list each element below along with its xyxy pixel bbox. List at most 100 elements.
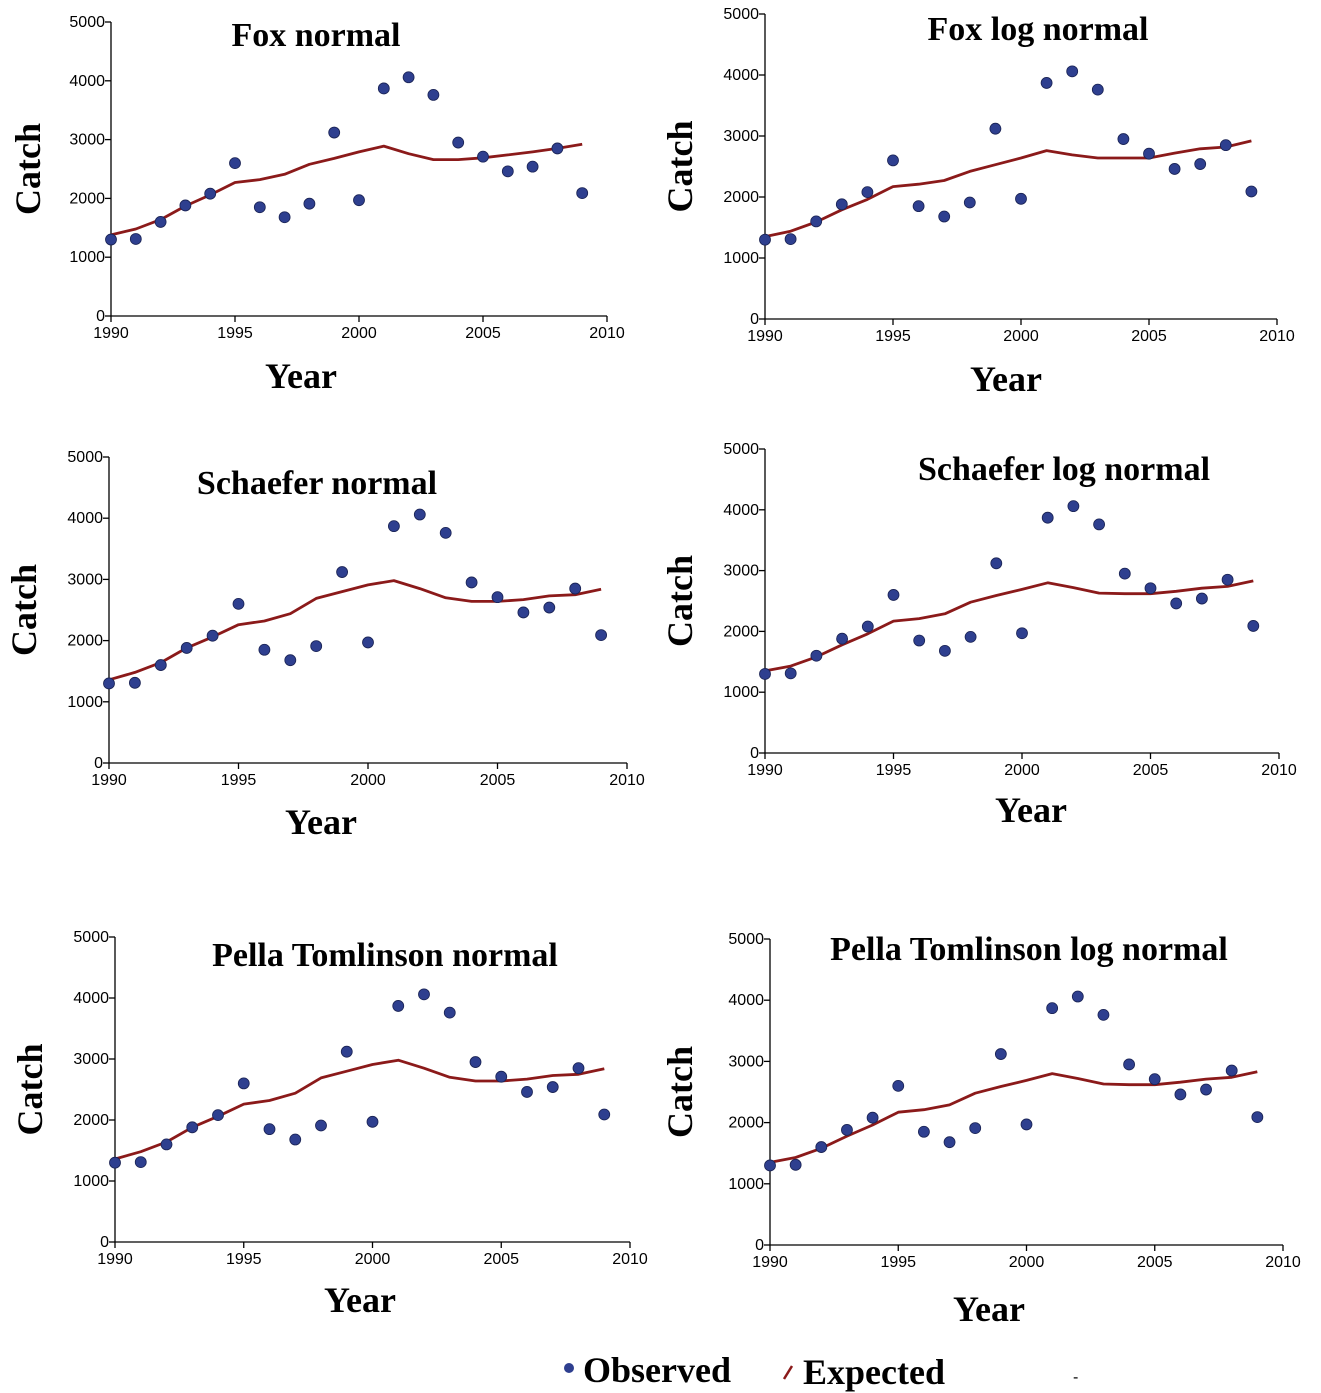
observed-point xyxy=(994,1048,1007,1060)
x-tick-label: 1995 xyxy=(221,772,257,789)
observed-point xyxy=(764,1159,776,1172)
observed-point xyxy=(1091,83,1104,96)
observed-point xyxy=(1245,185,1258,198)
observed-point xyxy=(129,233,142,245)
x-tick-label: 2005 xyxy=(1133,762,1169,779)
observed-point xyxy=(366,1115,379,1128)
observed-point xyxy=(1118,567,1131,580)
x-tick-label: 2005 xyxy=(480,772,516,789)
observed-point xyxy=(1219,139,1232,152)
observed-point xyxy=(835,198,848,211)
chart-panels: 0 1000 2000 3000 4000 5000 1990 1995 2000 2005 201… xyxy=(4,6,1301,1329)
observed-point xyxy=(477,150,489,163)
x-tick-label: 2010 xyxy=(1259,328,1295,345)
y-axis-label: Catch xyxy=(10,1044,50,1136)
y-tick-label: 0 xyxy=(750,745,759,762)
observed-point xyxy=(759,233,771,246)
observed-point xyxy=(964,630,977,643)
observed-point xyxy=(232,597,245,610)
observed-point xyxy=(989,122,1002,135)
observed-point xyxy=(303,197,316,210)
observed-point xyxy=(258,643,271,656)
observed-point xyxy=(1174,1088,1187,1101)
observed-point xyxy=(1040,77,1053,89)
observed-point xyxy=(866,1111,879,1124)
y-tick-label: 1000 xyxy=(723,250,759,267)
observed-point xyxy=(179,199,192,212)
observed-point xyxy=(128,676,141,689)
x-tick-label: 1990 xyxy=(97,1251,133,1268)
observed-point xyxy=(469,1056,482,1068)
observed-point xyxy=(1251,1111,1264,1123)
y-tick-label: 1000 xyxy=(73,1173,109,1190)
observed-point xyxy=(253,201,266,214)
observed-point xyxy=(1225,1064,1238,1077)
x-tick-label: 2000 xyxy=(1009,1254,1045,1271)
observed-point xyxy=(969,1122,982,1135)
x-tick-label: 2010 xyxy=(1261,762,1297,779)
observed-point xyxy=(789,1158,802,1171)
observed-point xyxy=(1093,518,1105,531)
y-axis-label: Catch xyxy=(660,1046,700,1138)
y-tick-label: 4000 xyxy=(67,510,103,527)
x-tick-label: 2000 xyxy=(341,325,377,342)
observed-point xyxy=(1170,597,1183,610)
observed-point xyxy=(109,1156,121,1169)
legend-expected-marker xyxy=(782,1365,794,1380)
y-tick-label: 0 xyxy=(94,755,103,772)
observed-point xyxy=(1200,1083,1212,1096)
x-tick-label: 2005 xyxy=(1131,328,1167,345)
observed-point xyxy=(913,634,926,647)
chart-title: Fox normal xyxy=(231,17,400,54)
y-tick-label: 2000 xyxy=(69,190,105,207)
observed-point xyxy=(501,165,514,178)
observed-point xyxy=(938,210,951,223)
observed-point xyxy=(784,233,797,245)
expected-line xyxy=(114,1058,605,1161)
x-tick-label: 2000 xyxy=(1003,328,1039,345)
observed-point xyxy=(237,1077,250,1090)
observed-point xyxy=(465,576,478,589)
y-tick-label: 4000 xyxy=(73,990,109,1007)
expected-line xyxy=(108,579,602,682)
y-tick-label: 5000 xyxy=(728,931,764,948)
x-tick-label: 1990 xyxy=(747,762,783,779)
chart-panel-5: 0 1000 2000 3000 4000 5000 1990 1995 2000 2005 201… xyxy=(10,929,648,1320)
observed-point xyxy=(328,126,341,139)
x-tick-label: 1990 xyxy=(747,328,783,345)
observed-point xyxy=(413,508,426,521)
observed-point xyxy=(990,557,1003,570)
y-tick-label: 2000 xyxy=(723,189,759,206)
observed-point xyxy=(1046,1002,1059,1015)
legend-expected-label: Expected xyxy=(803,1352,945,1392)
y-tick-label: 3000 xyxy=(728,1053,764,1070)
observed-point xyxy=(943,1136,956,1149)
observed-point xyxy=(105,233,117,246)
observed-point xyxy=(1117,133,1130,145)
y-tick-label: 4000 xyxy=(723,502,759,519)
observed-point xyxy=(418,988,430,1001)
observed-point xyxy=(212,1109,224,1122)
observed-point xyxy=(1071,990,1084,1003)
chart-title: Schaefer normal xyxy=(197,465,437,502)
x-tick-label: 1995 xyxy=(876,762,912,779)
observed-point xyxy=(491,591,504,604)
observed-point xyxy=(186,1121,199,1134)
observed-point xyxy=(526,160,539,173)
y-tick-label: 1000 xyxy=(723,684,759,701)
observed-point xyxy=(315,1119,327,1132)
x-tick-label: 1995 xyxy=(880,1254,916,1271)
observed-point xyxy=(521,1086,533,1098)
y-tick-label: 3000 xyxy=(73,1051,109,1068)
y-axis-label: Catch xyxy=(8,123,48,215)
observed-point xyxy=(362,636,374,649)
observed-point xyxy=(887,154,899,167)
observed-point xyxy=(402,71,415,84)
observed-point xyxy=(598,1108,611,1121)
legend-stray-mark: - xyxy=(1073,1369,1078,1386)
observed-point xyxy=(443,1006,456,1019)
observed-point xyxy=(810,215,823,228)
y-tick-label: 5000 xyxy=(67,449,103,466)
observed-point xyxy=(810,649,823,662)
x-tick-label: 1990 xyxy=(91,772,127,789)
